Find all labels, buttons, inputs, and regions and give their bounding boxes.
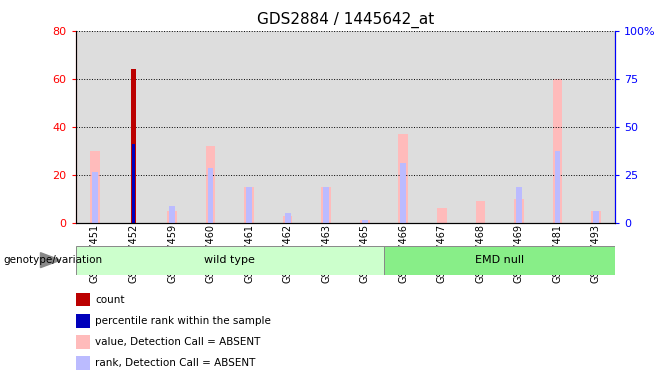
Bar: [499, 31, 538, 223]
Title: GDS2884 / 1445642_at: GDS2884 / 1445642_at: [257, 12, 434, 28]
Bar: [321, 187, 331, 223]
Bar: [476, 201, 485, 223]
Bar: [92, 172, 98, 223]
Bar: [593, 211, 599, 223]
Bar: [90, 151, 100, 223]
Bar: [553, 79, 562, 223]
Bar: [514, 199, 524, 223]
Bar: [208, 167, 213, 223]
Bar: [360, 220, 370, 223]
Bar: [244, 187, 254, 223]
Bar: [516, 187, 522, 223]
Text: percentile rank within the sample: percentile rank within the sample: [95, 316, 271, 326]
Bar: [206, 146, 215, 223]
Text: rank, Detection Call = ABSENT: rank, Detection Call = ABSENT: [95, 358, 256, 368]
Text: value, Detection Call = ABSENT: value, Detection Call = ABSENT: [95, 337, 261, 347]
Polygon shape: [41, 253, 61, 268]
Bar: [285, 213, 291, 223]
Bar: [230, 31, 268, 223]
Bar: [400, 163, 406, 223]
Text: genotype/variation: genotype/variation: [3, 255, 103, 265]
Bar: [422, 31, 461, 223]
Bar: [591, 211, 601, 223]
Text: EMD null: EMD null: [475, 255, 524, 265]
Bar: [399, 134, 408, 223]
Bar: [384, 246, 615, 275]
Bar: [323, 187, 329, 223]
Bar: [538, 31, 576, 223]
Bar: [437, 208, 447, 223]
Bar: [307, 31, 345, 223]
Bar: [555, 151, 561, 223]
Bar: [283, 215, 292, 223]
Bar: [362, 220, 368, 223]
Bar: [167, 211, 177, 223]
Bar: [384, 31, 422, 223]
Bar: [191, 31, 230, 223]
Bar: [268, 31, 307, 223]
Bar: [114, 31, 153, 223]
Text: wild type: wild type: [205, 255, 255, 265]
Bar: [576, 31, 615, 223]
Bar: [76, 31, 114, 223]
Bar: [132, 144, 135, 223]
Bar: [169, 206, 175, 223]
Bar: [153, 31, 191, 223]
Bar: [131, 69, 136, 223]
Text: count: count: [95, 295, 125, 305]
Bar: [76, 246, 384, 275]
Bar: [246, 187, 252, 223]
Bar: [345, 31, 384, 223]
Bar: [461, 31, 499, 223]
